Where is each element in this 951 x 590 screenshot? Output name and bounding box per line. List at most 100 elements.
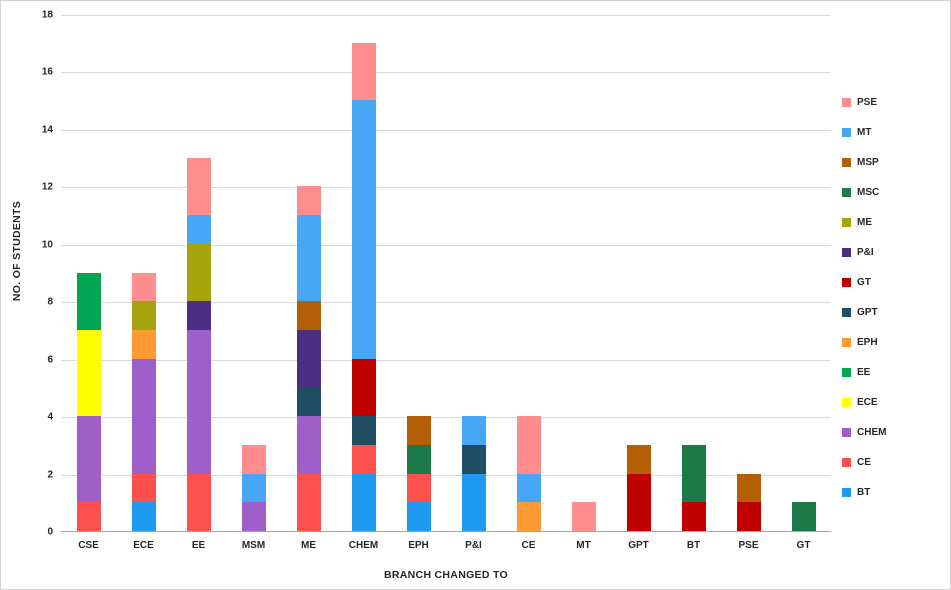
y-tick-label: 0 [47, 526, 53, 538]
bar-segment-pse [131, 272, 156, 302]
legend-label: MSC [857, 186, 880, 198]
legend-swatch-icon [842, 247, 851, 257]
bar-segment-pse [186, 157, 211, 216]
y-tick-label: 8 [47, 296, 53, 308]
x-tick-label: CSE [78, 540, 99, 551]
legend-item-ee: EE [842, 357, 886, 387]
legend-label: ME [857, 216, 872, 228]
legend-swatch-icon [842, 277, 851, 287]
bar-segment-msc [681, 444, 706, 503]
legend-swatch-icon [842, 367, 851, 377]
legend-label: MT [857, 126, 872, 138]
bar-segment-pse [241, 444, 266, 474]
bar-segment-gpt [351, 416, 376, 445]
legend-item-bt: BT [842, 477, 886, 507]
gridline [61, 129, 831, 131]
bar-segment-gt [736, 502, 761, 531]
x-tick-label: BT [686, 540, 701, 551]
bar-segment-pse [571, 502, 596, 531]
bar-segment-me [131, 301, 156, 330]
x-tick-label: CE [521, 540, 536, 551]
gridline [61, 187, 831, 189]
legend-swatch-icon [842, 157, 851, 167]
x-tick-label: EPH [408, 540, 429, 551]
legend-swatch-icon [842, 127, 851, 137]
bar-segment-msp [736, 473, 761, 503]
x-axis-labels: CSE ECE EE MSM ME CHEM EPH P&I CE MT GPT BT PSE GT [61, 540, 831, 551]
legend-swatch-icon [842, 457, 851, 467]
bar-segment-p-i [296, 329, 321, 388]
bar-cse [76, 272, 101, 531]
legend-swatch-icon [842, 307, 851, 317]
plot-area [61, 15, 831, 532]
legend-label: CE [857, 456, 871, 468]
gridline [61, 474, 831, 476]
bar-segment-eph [131, 329, 156, 359]
bar-p-i [461, 416, 486, 531]
bar-segment-gt [351, 358, 376, 417]
bar-segment-chem [241, 502, 266, 531]
bar-pse [736, 473, 761, 531]
bar-msm [241, 444, 266, 531]
legend-swatch-icon [842, 97, 851, 107]
bar-segment-bt [461, 473, 486, 531]
x-tick-label: GT [796, 540, 811, 551]
legend-item-pse: PSE [842, 87, 886, 117]
bar-segment-mt [461, 416, 486, 445]
legend-item-eph: EPH [842, 327, 886, 357]
legend-item-me: ME [842, 207, 886, 237]
bar-segment-pse [516, 416, 541, 474]
bar-segment-gpt [461, 444, 486, 474]
bar-segment-msc [791, 502, 816, 531]
bar-segment-ce [186, 473, 211, 531]
bar-segment-msp [626, 444, 651, 474]
legend-swatch-icon [842, 427, 851, 437]
x-tick-label: GPT [628, 540, 649, 551]
legend-label: ECE [857, 396, 878, 408]
y-tick-label: 2 [47, 469, 53, 481]
legend-item-msp: MSP [842, 147, 886, 177]
bar-gt [791, 502, 816, 531]
bar-segment-bt [406, 502, 431, 531]
bar-segment-msp [406, 416, 431, 445]
y-tick-label: 18 [41, 9, 53, 21]
gridline [61, 15, 831, 16]
legend-label: GPT [857, 306, 878, 318]
legend-item-ce: CE [842, 447, 886, 477]
y-tick-label: 4 [47, 411, 53, 423]
bar-gpt [626, 444, 651, 531]
bar-segment-chem [131, 358, 156, 474]
y-tick-label: 6 [47, 354, 53, 366]
bar-segment-ce [76, 502, 101, 531]
x-tick-label: PSE [738, 540, 759, 551]
bar-me [296, 186, 321, 531]
legend-swatch-icon [842, 397, 851, 407]
x-tick-label: ECE [133, 540, 154, 551]
x-axis-line [61, 531, 831, 532]
bar-ece [131, 272, 156, 531]
legend-swatch-icon [842, 187, 851, 197]
bar-segment-mt [296, 215, 321, 302]
legend-label: PSE [857, 96, 878, 108]
legend-label: CHEM [857, 426, 887, 438]
legend-item-msc: MSC [842, 177, 886, 207]
bar-segment-chem [296, 416, 321, 474]
bar-segment-eph [516, 502, 541, 531]
bar-segment-bt [131, 502, 156, 531]
bar-segment-mt [351, 100, 376, 359]
x-tick-label: MSM [241, 540, 266, 551]
bar-segment-chem [76, 416, 101, 503]
y-axis-ticks: 0 2 4 6 8 10 12 14 16 18 [15, 10, 53, 538]
legend-label: MSP [857, 156, 879, 168]
bar-eph [406, 416, 431, 531]
bar-bt [681, 444, 706, 531]
bar-segment-msp [296, 301, 321, 330]
x-axis-title: BRANCH CHANGED TO [384, 569, 508, 581]
y-tick-label: 16 [41, 66, 53, 78]
x-tick-label: P&I [465, 540, 482, 551]
y-tick-label: 12 [41, 181, 53, 193]
bar-segment-mt [186, 215, 211, 244]
bar-segment-me [186, 243, 211, 302]
legend-label: EPH [857, 336, 878, 348]
bar-segment-ce [131, 473, 156, 503]
